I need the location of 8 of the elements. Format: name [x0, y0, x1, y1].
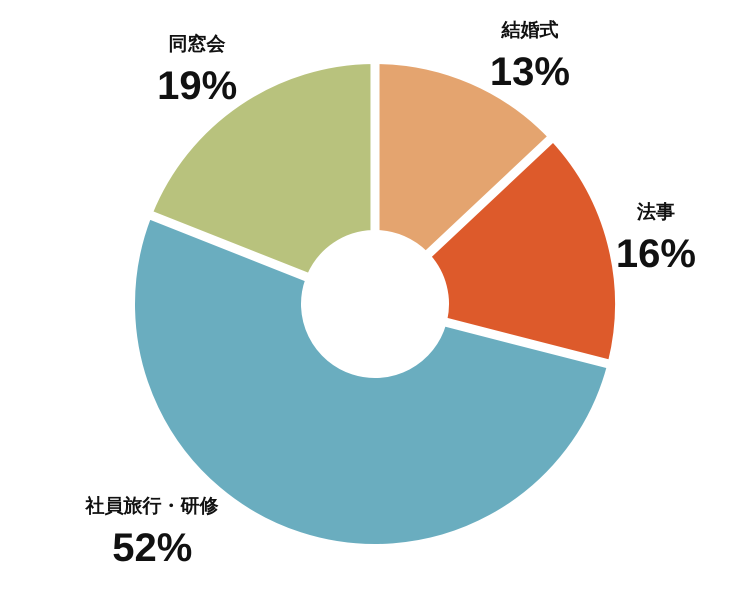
slice-label: 社員旅行・研修: [84, 495, 220, 517]
data-label: 13%: [490, 50, 570, 94]
data-label: 16%: [616, 232, 696, 276]
data-label: 52%: [112, 526, 192, 570]
slice-label: 法事: [636, 200, 675, 223]
slice-label: 同窓会: [168, 33, 227, 56]
data-label: 19%: [157, 64, 238, 108]
slice-label: 結婚式: [500, 19, 558, 41]
